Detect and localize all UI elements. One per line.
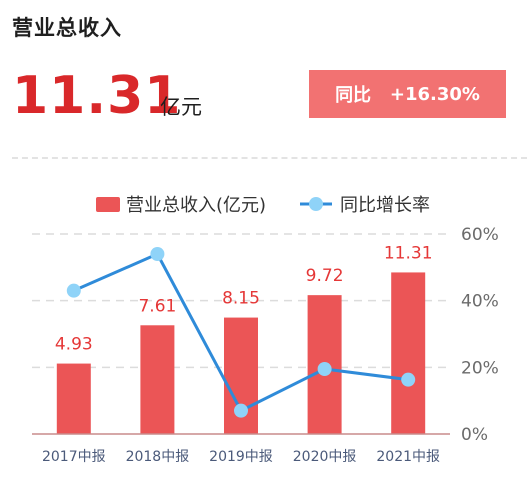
bar bbox=[56, 363, 91, 434]
yoy-label: 同比 bbox=[335, 85, 372, 106]
legend-bar-label: 营业总收入(亿元) bbox=[126, 195, 266, 216]
bar-value-label: 4.93 bbox=[55, 335, 93, 355]
yoy-badge: 同比 +16.30% bbox=[309, 70, 506, 118]
y-tick-label: 0% bbox=[461, 425, 488, 445]
y-tick-label: 40% bbox=[461, 292, 499, 312]
x-tick-label: 2021中报 bbox=[376, 449, 440, 465]
separator bbox=[12, 157, 527, 159]
legend-bar-swatch bbox=[96, 197, 120, 212]
bar-value-label: 9.72 bbox=[306, 266, 344, 286]
y-tick-label: 20% bbox=[461, 358, 499, 378]
legend: 营业总收入(亿元) 同比增长率 bbox=[96, 195, 430, 216]
legend-line-label: 同比增长率 bbox=[340, 195, 430, 216]
growth-point bbox=[234, 403, 248, 418]
growth-point bbox=[150, 247, 165, 261]
yoy-value: +16.30% bbox=[389, 83, 480, 105]
y-tick-label: 60% bbox=[461, 225, 499, 245]
bar-value-label: 11.31 bbox=[384, 243, 433, 263]
bar-value-label: 7.61 bbox=[138, 296, 176, 316]
growth-point bbox=[317, 362, 332, 376]
revenue-unit: 亿元 bbox=[160, 95, 202, 119]
growth-line bbox=[66, 247, 416, 418]
growth-point bbox=[401, 372, 416, 387]
x-tick-label: 2018中报 bbox=[126, 449, 190, 465]
x-tick-label: 2019中报 bbox=[209, 449, 273, 465]
bar bbox=[391, 272, 426, 434]
growth-point bbox=[66, 283, 81, 298]
page-title: 营业总收入 bbox=[12, 16, 122, 40]
bar bbox=[140, 325, 175, 434]
bar-value-label: 8.15 bbox=[222, 289, 260, 309]
legend-line-marker bbox=[309, 197, 323, 211]
axes: 60% 40% 20% 0% 2017中报 2018中报 2019中报 2020中报 2021中… bbox=[32, 225, 499, 465]
revenue-value: 11.31 bbox=[12, 66, 182, 126]
x-tick-label: 2017中报 bbox=[42, 449, 106, 465]
bars: 4.93 7.61 8.15 9.72 11.31 bbox=[55, 243, 433, 434]
x-tick-label: 2020中报 bbox=[293, 449, 357, 465]
